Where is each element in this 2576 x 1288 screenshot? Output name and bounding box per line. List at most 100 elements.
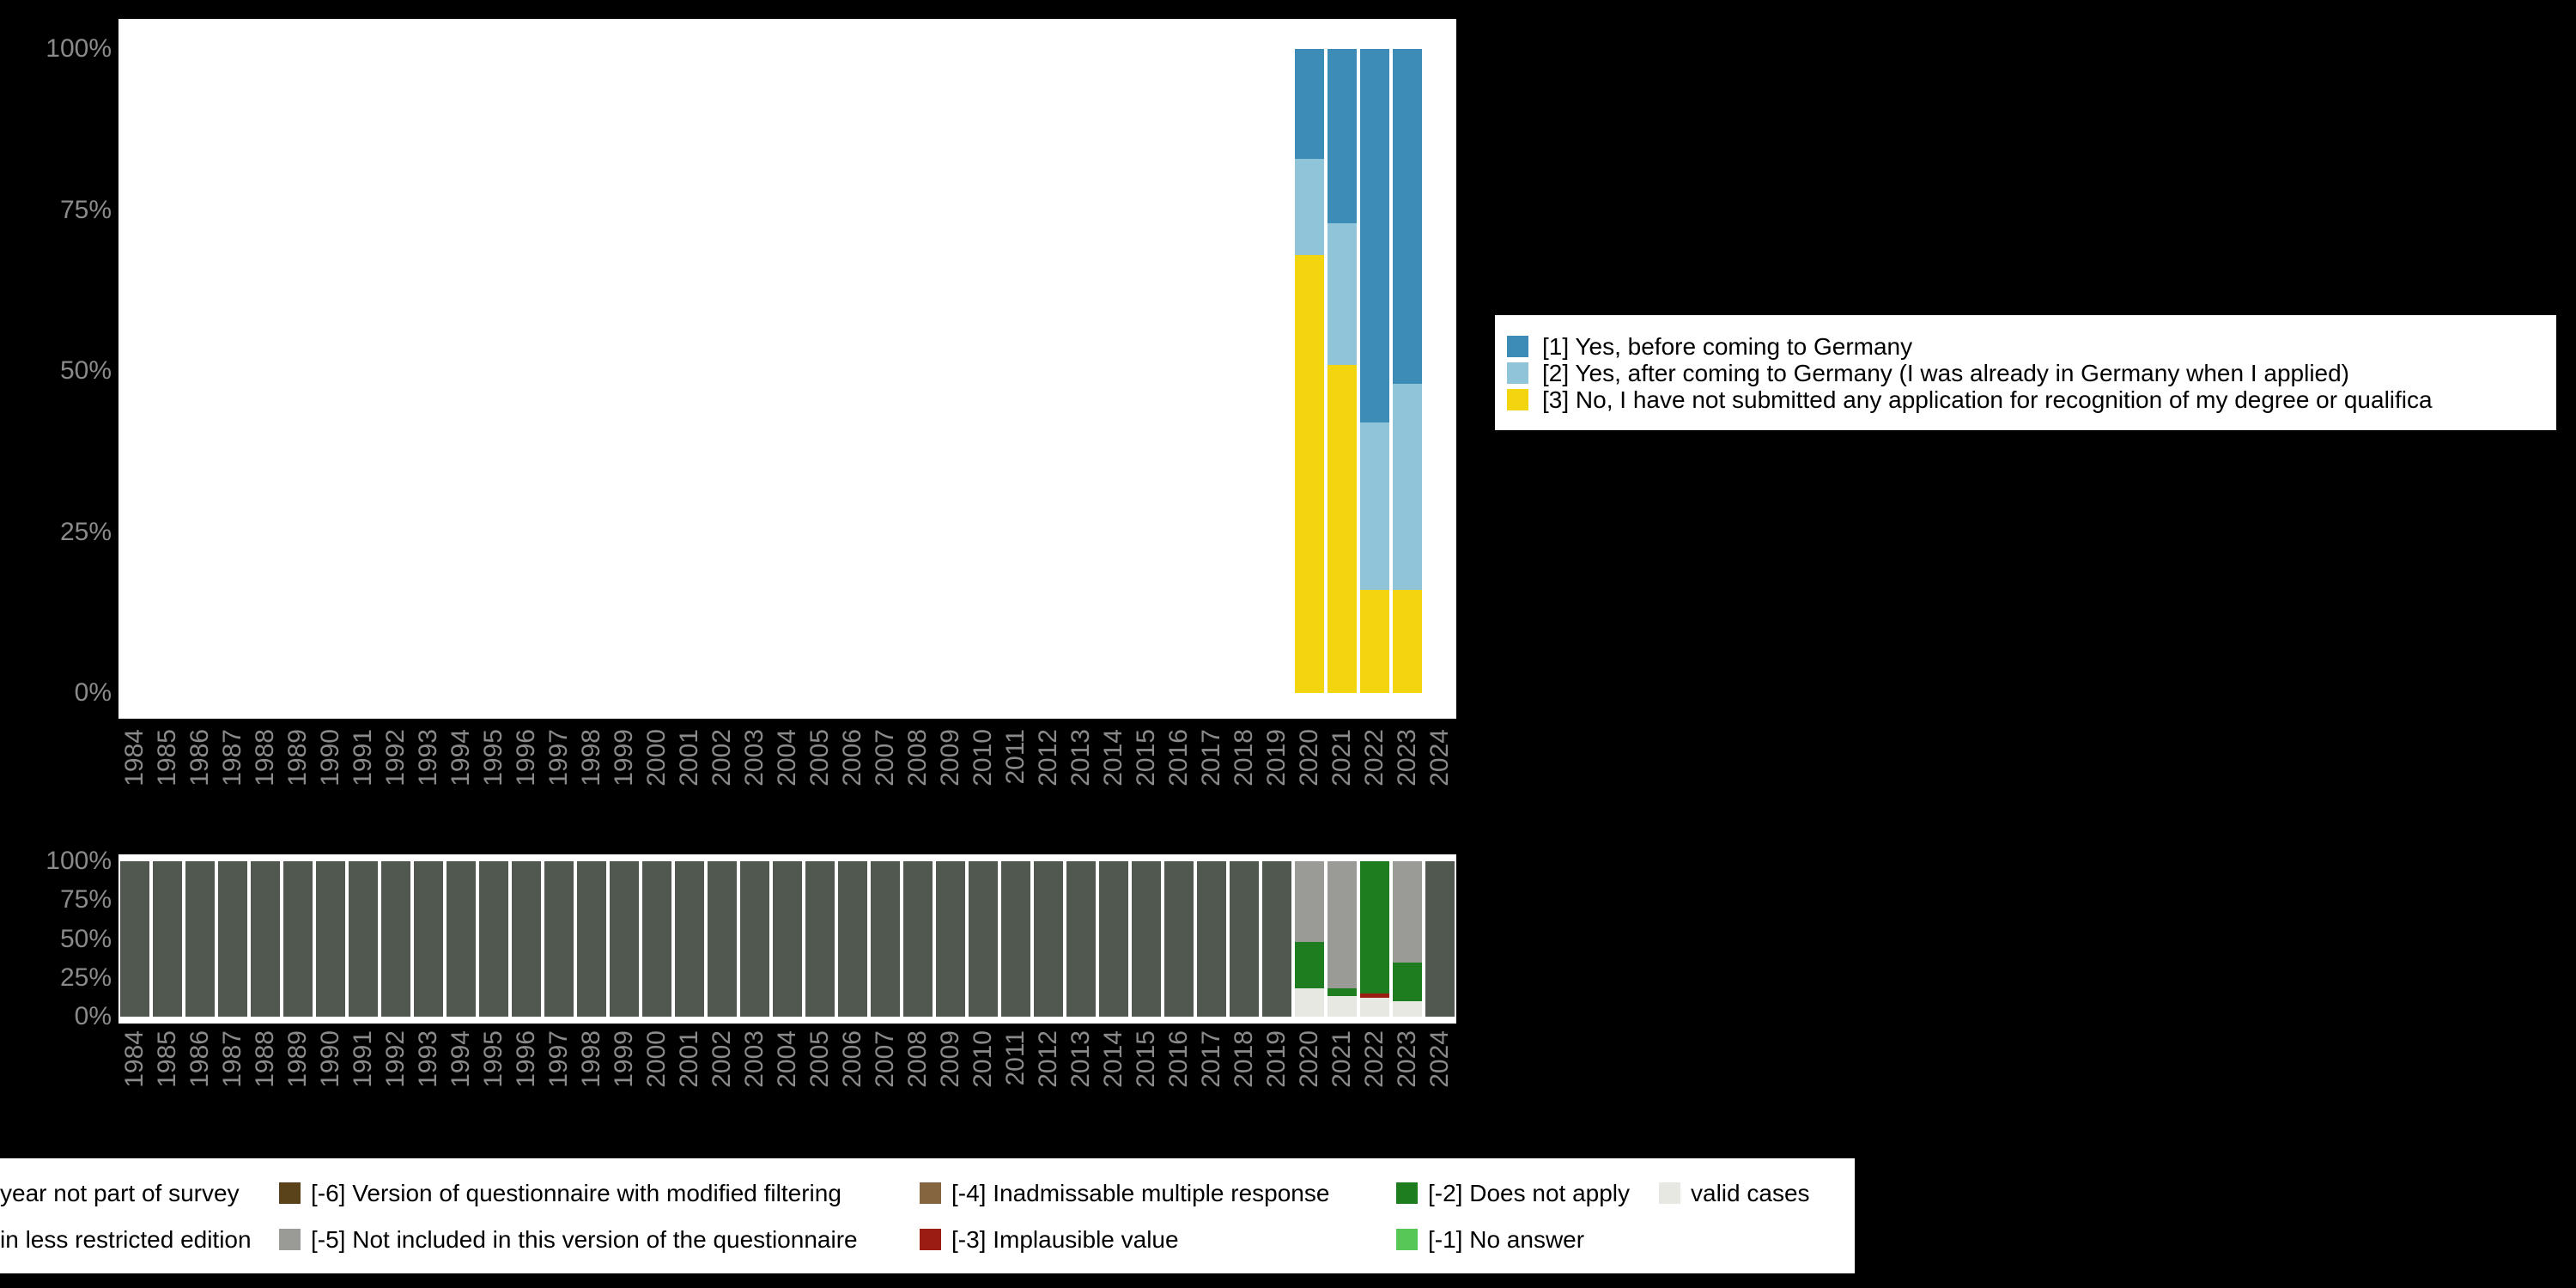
x-axis-tick-label: 2003 xyxy=(740,1030,769,1142)
y-axis-tick-label: 50% xyxy=(59,356,112,385)
bar-segment xyxy=(969,861,998,1017)
x-axis-year-text: 2002 xyxy=(708,1030,736,1088)
x-axis-tick-label: 1995 xyxy=(479,729,508,841)
x-axis-tick-label: 1988 xyxy=(251,1030,280,1142)
x-axis-tick-label: 2006 xyxy=(838,729,867,841)
x-axis-year-text: 2019 xyxy=(1262,729,1291,787)
bar-segment xyxy=(1360,998,1389,1017)
x-axis-tick-label: 2021 xyxy=(1327,1030,1357,1142)
x-axis-tick-label: 1997 xyxy=(544,729,574,841)
x-axis-year-text: 2008 xyxy=(903,729,932,787)
bar-segment xyxy=(544,861,574,1017)
top-chart-panel xyxy=(118,19,1456,719)
y-axis-tick-label: 100% xyxy=(46,847,112,875)
y-axis-tick-label: 50% xyxy=(59,924,112,953)
x-axis-tick-label: 1996 xyxy=(512,1030,541,1142)
x-axis-year-text: 1996 xyxy=(512,729,540,787)
bottom-chart-legend: year not part of survey [-6] Version of q… xyxy=(0,1158,1855,1273)
y-axis-tick-label: 0% xyxy=(74,678,112,707)
legend-item: [1] Yes, before coming to Germany xyxy=(1507,333,2556,360)
x-axis-year-text: 2017 xyxy=(1197,1030,1225,1088)
x-axis-year-text: 2010 xyxy=(969,1030,997,1088)
x-axis-tick-label: 1986 xyxy=(185,729,215,841)
bar-segment xyxy=(610,861,639,1017)
y-axis-tick-label: 0% xyxy=(74,1002,112,1030)
x-axis-year-text: 2002 xyxy=(708,729,736,787)
x-axis-tick-label: 2019 xyxy=(1262,1030,1291,1142)
x-axis-year-text: 2009 xyxy=(936,729,964,787)
bar-segment xyxy=(1132,861,1161,1017)
legend-swatch-icon xyxy=(1396,1182,1418,1204)
x-axis-year-text: 1987 xyxy=(218,729,246,787)
bar-segment xyxy=(1393,861,1422,963)
legend-swatch-icon xyxy=(920,1229,941,1250)
x-axis-year-text: 1997 xyxy=(544,729,573,787)
top-chart-legend: [1] Yes, before coming to Germany [2] Ye… xyxy=(1495,315,2556,430)
x-axis-year-text: 2021 xyxy=(1327,1030,1356,1088)
x-axis-year-text: 2016 xyxy=(1164,1030,1193,1088)
x-axis-year-text: 2005 xyxy=(805,1030,834,1088)
bar-segment xyxy=(1393,1000,1422,1017)
x-axis-year-text: 1990 xyxy=(316,1030,344,1088)
x-axis-year-text: 2019 xyxy=(1262,1030,1291,1088)
x-axis-year-text: 2022 xyxy=(1360,1030,1388,1088)
x-axis-tick-label: 1984 xyxy=(120,729,149,841)
y-axis-tick-label: 75% xyxy=(59,885,112,914)
bar-segment xyxy=(316,861,345,1017)
x-axis-tick-label: 1997 xyxy=(544,1030,574,1142)
x-axis-tick-label: 2013 xyxy=(1066,729,1096,841)
x-axis-year-text: 1985 xyxy=(153,1030,181,1088)
bar-segment xyxy=(936,861,965,1017)
legend-swatch-icon xyxy=(279,1182,301,1204)
x-axis-tick-label: 2013 xyxy=(1066,1030,1096,1142)
bar-segment xyxy=(871,861,900,1017)
x-axis-year-text: 1989 xyxy=(283,1030,312,1088)
x-axis-year-text: 2007 xyxy=(871,1030,899,1088)
x-axis-tick-label: 1986 xyxy=(185,1030,215,1142)
bar-segment xyxy=(447,861,476,1017)
x-axis-year-text: 2007 xyxy=(871,729,899,787)
x-axis-year-text: 1997 xyxy=(544,1030,573,1088)
bar-segment xyxy=(349,861,378,1017)
legend-swatch-no-application-icon xyxy=(1507,389,1528,410)
x-axis-year-text: 2024 xyxy=(1425,1030,1454,1088)
x-axis-year-text: 2022 xyxy=(1360,729,1388,787)
x-axis-tick-label: 2024 xyxy=(1425,729,1455,841)
legend-swatch-yes-after-icon xyxy=(1507,362,1528,384)
bar-segment xyxy=(1393,49,1422,384)
bar-segment xyxy=(805,861,835,1017)
bar-segment xyxy=(740,861,769,1017)
bar-segment xyxy=(1327,49,1357,223)
x-axis-year-text: 2006 xyxy=(838,729,866,787)
x-axis-year-text: 1995 xyxy=(479,1030,507,1088)
x-axis-tick-label: 2005 xyxy=(805,729,835,841)
x-axis-tick-label: 2008 xyxy=(903,729,933,841)
x-axis-tick-label: 2014 xyxy=(1099,1030,1128,1142)
x-axis-year-text: 2012 xyxy=(1034,729,1062,787)
x-axis-year-text: 2018 xyxy=(1230,729,1258,787)
legend-label: year not part of survey xyxy=(0,1180,240,1206)
legend-swatch-icon xyxy=(1396,1229,1418,1250)
bar-segment xyxy=(1327,861,1357,989)
bar-segment xyxy=(251,861,280,1017)
bar-segment xyxy=(1066,861,1096,1017)
bar-segment xyxy=(1295,861,1324,943)
x-axis-tick-label: 2011 xyxy=(1001,1030,1030,1142)
bar-segment xyxy=(1295,49,1324,159)
bar-segment xyxy=(1164,861,1194,1017)
x-axis-year-text: 1985 xyxy=(153,729,181,787)
x-axis-tick-label: 1991 xyxy=(349,1030,378,1142)
legend-label: [-2] Does not apply xyxy=(1428,1180,1631,1206)
bar-segment xyxy=(1360,422,1389,590)
bar-segment xyxy=(120,861,149,1017)
x-axis-year-text: 1996 xyxy=(512,1030,540,1088)
x-axis-tick-label: 1999 xyxy=(610,1030,639,1142)
x-axis-year-text: 2003 xyxy=(740,729,769,787)
bar-segment xyxy=(642,861,671,1017)
x-axis-year-text: 1999 xyxy=(610,729,638,787)
x-axis-tick-label: 2015 xyxy=(1132,729,1161,841)
legend-item: [2] Yes, after coming to Germany (I was … xyxy=(1507,360,2556,386)
x-axis-tick-label: 2002 xyxy=(708,1030,737,1142)
bar-segment xyxy=(773,861,802,1017)
